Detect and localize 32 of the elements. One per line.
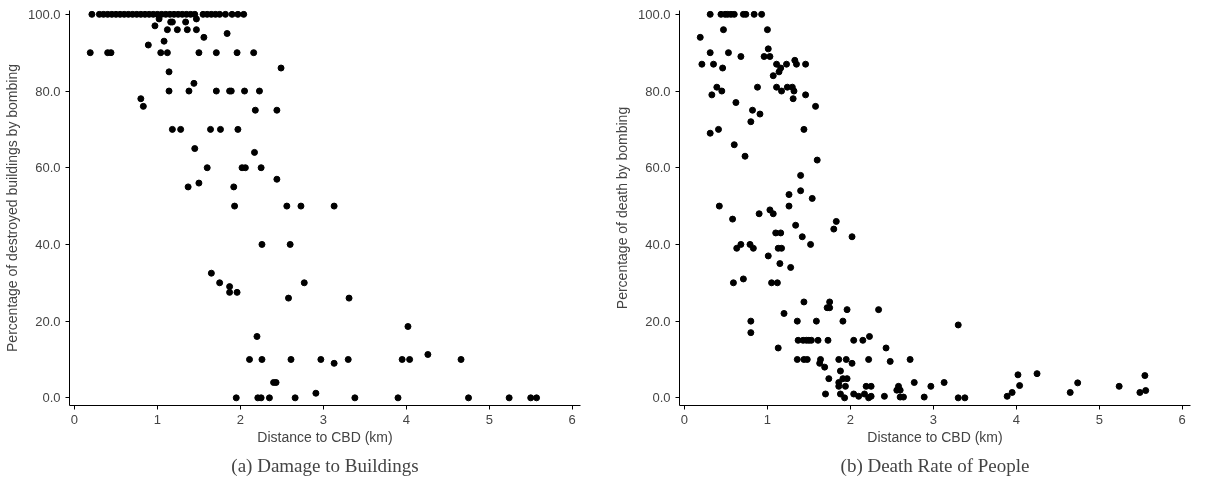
x-tick-label: 4 [1012, 411, 1020, 427]
x-tick-label: 1 [763, 411, 772, 427]
y-tick-label: 80.0 [35, 83, 61, 99]
x-tick-label: 0 [70, 411, 79, 427]
y-tick-label: 60.0 [645, 160, 671, 176]
x-axis-title: Distance to CBD (km) [257, 428, 393, 445]
x-tick-label: 5 [1095, 411, 1103, 427]
y-tick-label: 20.0 [645, 313, 671, 329]
x-tick-label: 6 [1178, 411, 1186, 427]
y-tick-label: 40.0 [35, 236, 61, 252]
y-tick-label: 40.0 [645, 236, 671, 252]
text: (b) Death Rate of People [840, 454, 1030, 477]
x-tick-label: 0 [680, 411, 689, 427]
x-tick-label: 1 [153, 411, 162, 427]
y-tick-label: 0.0 [652, 390, 671, 406]
x-tick-label: 6 [568, 411, 576, 427]
y-tick-label: 80.0 [645, 83, 671, 99]
x-tick-label: 2 [236, 411, 245, 427]
y-tick-label: 100.0 [27, 6, 61, 22]
x-tick-label: 2 [846, 411, 855, 427]
x-tick-label: 5 [485, 411, 493, 427]
y-tick-label: 0.0 [42, 390, 61, 406]
y-axis-title: Percentage of death by bombing [613, 106, 630, 310]
x-tick-label: 3 [319, 411, 327, 427]
y-tick-label: 100.0 [637, 6, 671, 22]
x-tick-label: 4 [402, 411, 410, 427]
y-tick-label: 60.0 [35, 160, 61, 176]
x-tick-label: 3 [929, 411, 937, 427]
x-axis-title: Distance to CBD (km) [867, 428, 1003, 445]
y-axis-title: Percentage of destroyed buildings by bombing [3, 64, 20, 352]
text: (a) Damage to Buildings [231, 454, 419, 477]
y-tick-label: 20.0 [35, 313, 61, 329]
